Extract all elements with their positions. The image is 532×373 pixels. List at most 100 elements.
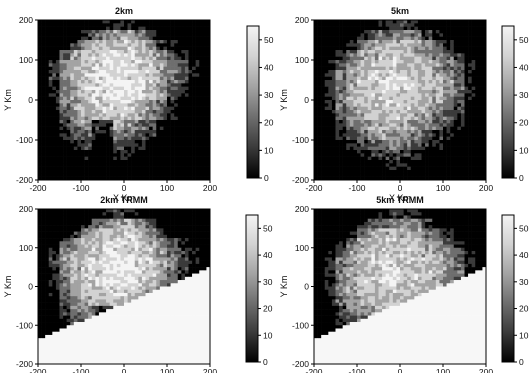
- heatmap-cell: [374, 100, 379, 104]
- heatmap-cell: [124, 43, 128, 47]
- heatmap-cell: [66, 80, 71, 84]
- heatmap-cell: [81, 43, 85, 47]
- heatmap-cell: [77, 176, 82, 181]
- heatmap-cell: [407, 136, 412, 141]
- heatmap-cell: [184, 153, 189, 157]
- heatmap-cell: [453, 90, 458, 94]
- heatmap-cell: [331, 66, 336, 71]
- heatmap-cell: [98, 26, 103, 31]
- heatmap-cell: [181, 30, 186, 34]
- heatmap-cell: [335, 46, 340, 51]
- heatmap-cell: [174, 23, 179, 27]
- heatmap-cell: [403, 23, 408, 27]
- heatmap-cell: [95, 40, 100, 44]
- heatmap-cell: [342, 66, 347, 71]
- heatmap-cell: [106, 103, 110, 107]
- heatmap-cell: [84, 106, 89, 111]
- heatmap-cell: [81, 113, 85, 117]
- heatmap-cell: [443, 163, 447, 167]
- heatmap-cell: [52, 100, 57, 104]
- heatmap-cell: [410, 160, 415, 164]
- heatmap-cell: [346, 53, 351, 57]
- heatmap-cell: [346, 120, 351, 124]
- heatmap-cell: [349, 133, 354, 137]
- heatmap-cell: [443, 156, 447, 161]
- heatmap-cell: [84, 20, 89, 24]
- heatmap-cell: [170, 93, 175, 97]
- heatmap-cell: [471, 56, 476, 61]
- heatmap-cell: [199, 153, 204, 157]
- heatmap-cell: [159, 140, 164, 144]
- heatmap-cell: [81, 163, 85, 167]
- heatmap-cell: [141, 50, 146, 54]
- heatmap-cell: [353, 66, 358, 71]
- heatmap-cell: [59, 153, 64, 157]
- heatmap-cell: [382, 150, 386, 154]
- heatmap-cell: [181, 63, 186, 67]
- heatmap-cell: [382, 96, 386, 101]
- heatmap-cell: [48, 93, 53, 97]
- heatmap-cell: [163, 143, 168, 147]
- heatmap-cell: [202, 83, 207, 87]
- heatmap-cell: [70, 96, 75, 101]
- heatmap-cell: [460, 120, 465, 124]
- heatmap-cell: [152, 70, 157, 74]
- heatmap-cell: [113, 43, 118, 47]
- heatmap-cell: [460, 90, 465, 94]
- heatmap-cell: [428, 46, 433, 51]
- heatmap-cell: [414, 106, 419, 111]
- heatmap-cell: [353, 33, 358, 37]
- heatmap-cell: [435, 150, 440, 154]
- heatmap-cell: [95, 221, 100, 226]
- heatmap-cell: [70, 209, 75, 213]
- heatmap-cell: [120, 86, 125, 91]
- heatmap-cell: [152, 90, 157, 94]
- heatmap-cell: [55, 116, 60, 121]
- heatmap-cell: [184, 143, 189, 147]
- heatmap-cell: [417, 163, 422, 167]
- heatmap-cell: [457, 176, 462, 181]
- heatmap-cell: [41, 56, 46, 61]
- heatmap-cell: [206, 136, 211, 141]
- heatmap-cell: [55, 110, 60, 114]
- heatmap-cell: [152, 96, 157, 101]
- y-tick-label: 200: [19, 15, 33, 25]
- heatmap-cell: [199, 76, 204, 81]
- heatmap-cell: [41, 153, 46, 157]
- heatmap-cell: [403, 50, 408, 54]
- heatmap-cell: [52, 153, 57, 157]
- heatmap-cell: [195, 103, 200, 107]
- heatmap-cell: [432, 120, 437, 124]
- heatmap-cell: [55, 93, 60, 97]
- heatmap-cell: [367, 53, 372, 57]
- heatmap-cell: [131, 130, 136, 134]
- heatmap-cell: [353, 93, 358, 97]
- heatmap-cell: [468, 100, 472, 104]
- heatmap-cell: [120, 126, 125, 131]
- heatmap-cell: [116, 33, 121, 37]
- heatmap-cell: [342, 80, 347, 84]
- heatmap-cell: [414, 96, 419, 101]
- heatmap-cell: [73, 212, 78, 216]
- heatmap-cell: [109, 212, 114, 216]
- heatmap-cell: [63, 153, 67, 157]
- heatmap-cell: [389, 56, 394, 61]
- heatmap-cell: [77, 153, 82, 157]
- heatmap-cell: [149, 23, 153, 27]
- heatmap-cell: [206, 170, 211, 174]
- heatmap-cell: [346, 66, 351, 71]
- heatmap-cell: [432, 60, 437, 64]
- heatmap-cell: [439, 133, 444, 137]
- heatmap-cell: [396, 23, 401, 27]
- heatmap-cell: [63, 66, 67, 71]
- heatmap-cell: [48, 173, 53, 177]
- heatmap-cell: [435, 50, 440, 54]
- heatmap-cell: [38, 63, 42, 67]
- heatmap-cell: [55, 130, 60, 134]
- heatmap-cell: [314, 166, 318, 171]
- heatmap-cell: [149, 120, 153, 124]
- heatmap-cell: [59, 130, 64, 134]
- heatmap-cell: [414, 126, 419, 131]
- heatmap-cell: [206, 176, 211, 181]
- heatmap-cell: [41, 90, 46, 94]
